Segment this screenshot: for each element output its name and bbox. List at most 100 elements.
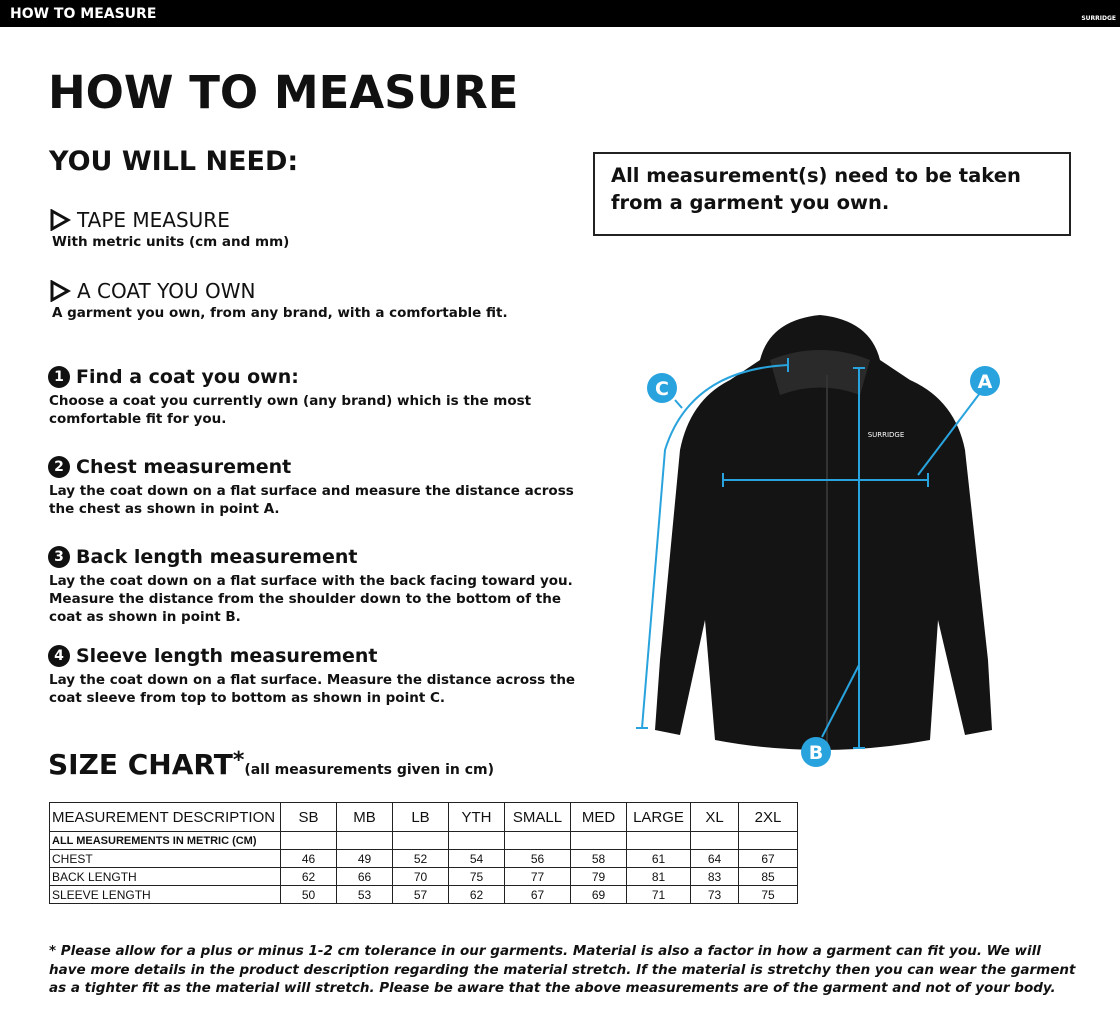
step-number: 1 [48,366,70,388]
step-heading: 3 Back length measurement [48,546,588,568]
jacket [655,315,992,750]
jacket-brand: SURRIDGE [868,431,905,439]
arrow-icon [50,209,71,231]
top-bar: HOW TO MEASURE SURRIDGE [0,0,1120,27]
need-item: A COAT YOU OWN A garment you own, from a… [49,279,569,321]
size-chart-title: SIZE CHART [48,748,233,781]
note-box: All measurement(s) need to be taken from… [593,152,1071,236]
step: 3 Back length measurement Lay the coat dow… [48,546,588,626]
need-desc: A garment you own, from any brand, with … [52,305,508,321]
point-marker [801,737,831,767]
point-label: B [809,742,823,764]
subheader-cell [280,831,337,850]
table-cell: 66 [336,867,393,886]
table-cell: 50 [280,885,337,904]
step-desc: Lay the coat down on a flat surface with… [49,573,573,625]
column-header: LARGE [626,802,691,832]
step-heading: 4 Sleeve length measurement [48,645,588,667]
step-number: 2 [48,456,70,478]
table-cell: 56 [504,849,571,868]
table-cell: 64 [690,849,739,868]
table-cell: 46 [280,849,337,868]
subheader-cell [690,831,739,850]
jacket-diagram: SURRIDGE A B C [636,315,1000,767]
need-desc: With metric units (cm and mm) [52,234,290,250]
table-cell: 81 [626,867,691,886]
column-header: LB [392,802,449,832]
table-row: BACK LENGTH 62 66 70 75 77 79 81 83 85 [49,867,798,886]
need-item: TAPE MEASURE With metric units (cm and m… [49,208,569,250]
step-heading: 1 Find a coat you own: [48,366,588,388]
point-marker [970,366,1000,396]
table-cell: SLEEVE LENGTH [49,885,281,904]
hood [770,350,870,395]
column-header: SMALL [504,802,571,832]
table-cell: 69 [570,885,627,904]
subheader-cell [738,831,798,850]
measure-lines [636,358,981,749]
step-number: 4 [48,645,70,667]
subheader-cell [392,831,449,850]
table-cell: 57 [392,885,449,904]
column-header: 2XL [738,802,798,832]
step-title: Back length measurement [76,546,358,568]
table-cell: 67 [738,849,798,868]
size-table: MEASUREMENT DESCRIPTION SB MB LB YTH SMALL MED… [49,802,798,904]
table-cell: 58 [570,849,627,868]
subheader-cell [504,831,571,850]
step: 4 Sleeve length measurement Lay the coat d… [48,645,588,707]
need-label: A COAT YOU OWN [77,279,256,303]
point-marker [647,373,677,403]
step-desc: Lay the coat down on a flat surface and … [49,483,574,517]
step-title: Chest measurement [76,456,292,478]
table-cell: 73 [690,885,739,904]
subheader-cell [626,831,691,850]
table-cell: 67 [504,885,571,904]
column-header: MEASUREMENT DESCRIPTION [49,802,281,832]
step-heading: 2 Chest measurement [48,456,588,478]
header-row: MEASUREMENT DESCRIPTION SB MB LB YTH SMALL MED… [49,802,798,832]
table-cell: 61 [626,849,691,868]
table-cell: 75 [738,885,798,904]
logo: SURRIDGE [1081,15,1116,22]
subheader-cell: ALL MEASUREMENTS IN METRIC (CM) [49,831,281,850]
column-header: SB [280,802,337,832]
subheader-cell [336,831,393,850]
step-title: Find a coat you own: [76,366,299,388]
table-cell: 77 [504,867,571,886]
point-label: A [978,371,993,393]
column-header: XL [690,802,739,832]
need-label: TAPE MEASURE [77,208,230,232]
table-cell: 83 [690,867,739,886]
size-chart-heading: SIZE CHART*(all measurements given in cm… [48,748,494,781]
table-cell: 71 [626,885,691,904]
column-header: MB [336,802,393,832]
asterisk: * [232,748,245,773]
footnote: * Please allow for a plus or minus 1-2 c… [49,943,1076,996]
table-cell: 53 [336,885,393,904]
step: 2 Chest measurement Lay the coat down on a… [48,456,588,518]
column-header: MED [570,802,627,832]
column-header: YTH [448,802,505,832]
table-cell: CHEST [49,849,281,868]
table-cell: 62 [280,867,337,886]
table-cell: 62 [448,885,505,904]
bar-title: HOW TO MEASURE [10,6,157,22]
step-desc: Choose a coat you currently own (any bra… [49,393,532,427]
step-number: 3 [48,546,70,568]
need-heading: YOU WILL NEED: [49,146,299,177]
table-cell: 54 [448,849,505,868]
subheader-row: ALL MEASUREMENTS IN METRIC (CM) [49,831,798,850]
table-cell: 70 [392,867,449,886]
table-row: CHEST 46 49 52 54 56 58 61 64 67 [49,849,798,868]
table-cell: 49 [336,849,393,868]
step-title: Sleeve length measurement [76,645,378,667]
title: HOW TO MEASURE [48,66,519,119]
subheader-cell [570,831,627,850]
table-row: SLEEVE LENGTH 50 53 57 62 67 69 71 73 75 [49,885,798,904]
subheader-cell [448,831,505,850]
step-desc: Lay the coat down on a flat surface. Mea… [49,672,576,706]
arrow-icon [50,280,71,302]
table-cell: 75 [448,867,505,886]
step: 1 Find a coat you own: Choose a coat you c… [48,366,588,428]
